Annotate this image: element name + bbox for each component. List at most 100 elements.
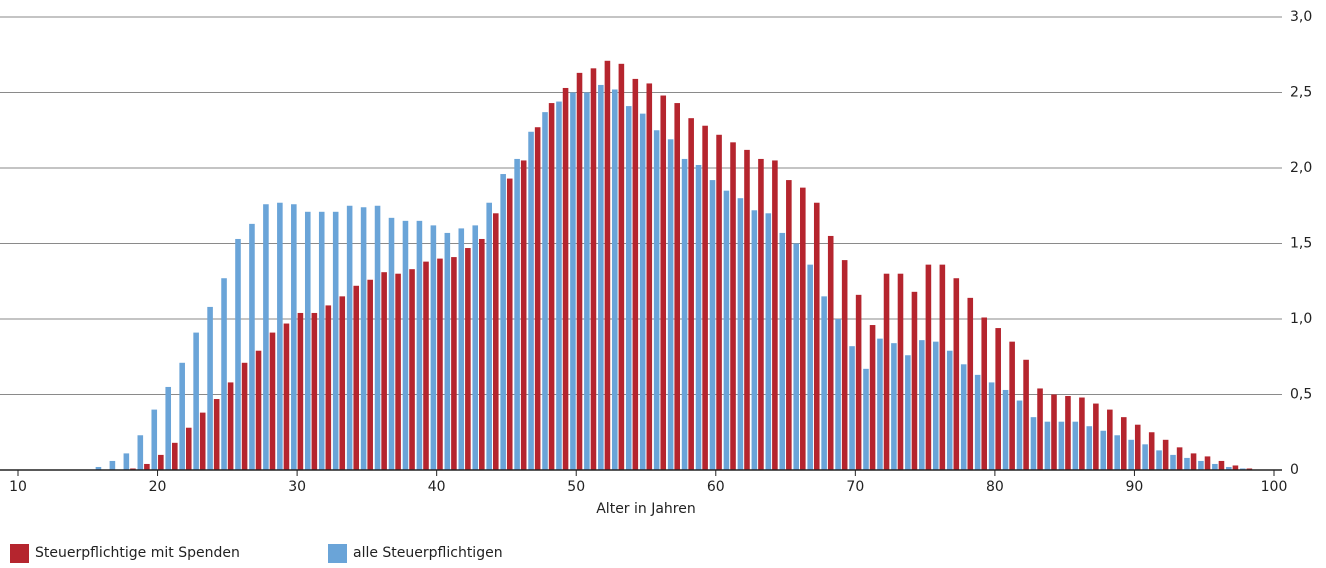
bar [674,103,680,470]
bar [339,296,346,470]
bar [576,72,583,471]
y-tick-label: 2,5 [1290,85,1312,101]
bar [492,213,499,471]
bar [570,92,576,470]
bar [1128,439,1134,470]
bar [869,325,876,470]
bar [723,190,730,470]
bar [1037,388,1043,470]
bar [283,323,290,470]
bar [199,412,206,470]
bar [863,368,869,470]
bar [639,113,646,470]
legend-label: alle Steuerpflichtigen [353,545,503,561]
bar [772,160,778,470]
bar [646,83,653,470]
bar [716,134,722,470]
bar [779,232,786,470]
bar [1226,466,1232,470]
bar [221,278,227,470]
bar [877,338,883,470]
bar [430,225,437,470]
bar [165,386,172,470]
bar [758,158,764,470]
bar [263,204,269,471]
bar [1093,403,1099,470]
bar [702,125,708,470]
bar [144,463,150,470]
bar [1114,435,1120,470]
bar [486,202,492,471]
bar [1086,426,1093,470]
bar [318,211,325,471]
bar [765,213,772,471]
bar [1218,460,1225,470]
x-tick-label: 30 [288,479,306,495]
bar [437,258,443,470]
bar [709,180,716,470]
bar [528,131,534,470]
bar [172,442,178,470]
bar [423,261,429,470]
bar [1134,424,1141,470]
bar [395,273,401,470]
bar [1246,468,1253,470]
bar [304,211,311,471]
bar [981,317,988,470]
bar [1023,359,1029,470]
bar [939,264,946,470]
bar [590,68,597,470]
x-tick-label: 20 [149,479,167,495]
bar [813,202,820,471]
bar [744,149,750,470]
bar [604,60,611,470]
bar [618,63,625,471]
bar [235,238,241,470]
bar [374,205,381,470]
bar [388,217,395,470]
bar [311,312,318,470]
bar [1058,421,1065,470]
bar [207,306,213,470]
bar [905,355,911,470]
bar [681,158,688,470]
bar [1044,421,1051,470]
bar [660,95,667,471]
bar [556,101,562,470]
bar [632,78,639,470]
bar [249,223,255,470]
bar [1002,389,1009,470]
bar [367,279,373,470]
bar [960,364,967,470]
bar [158,454,164,470]
bar [1212,463,1218,470]
bar [1162,439,1169,470]
bar [514,158,520,470]
bar [241,362,248,470]
bar [402,220,409,470]
bar [269,332,276,470]
bar [855,294,862,470]
legend-label: Steuerpflichtige mit Spenden [35,545,240,561]
bar [360,207,367,470]
bar [185,427,192,470]
bar [800,187,806,470]
bar [1065,396,1071,470]
bar [995,328,1001,470]
bar [1051,394,1057,470]
bar [479,238,485,470]
bar [151,409,158,470]
bar [891,343,897,470]
bar [1156,450,1162,470]
bar [1100,430,1107,470]
bar [737,198,744,470]
bar [988,382,995,470]
bar [542,112,548,470]
bar [1120,417,1127,470]
bar [1079,397,1085,470]
bar [653,130,660,470]
bar [1232,465,1239,470]
bar [974,374,981,470]
y-tick-label: 1,0 [1290,311,1312,327]
